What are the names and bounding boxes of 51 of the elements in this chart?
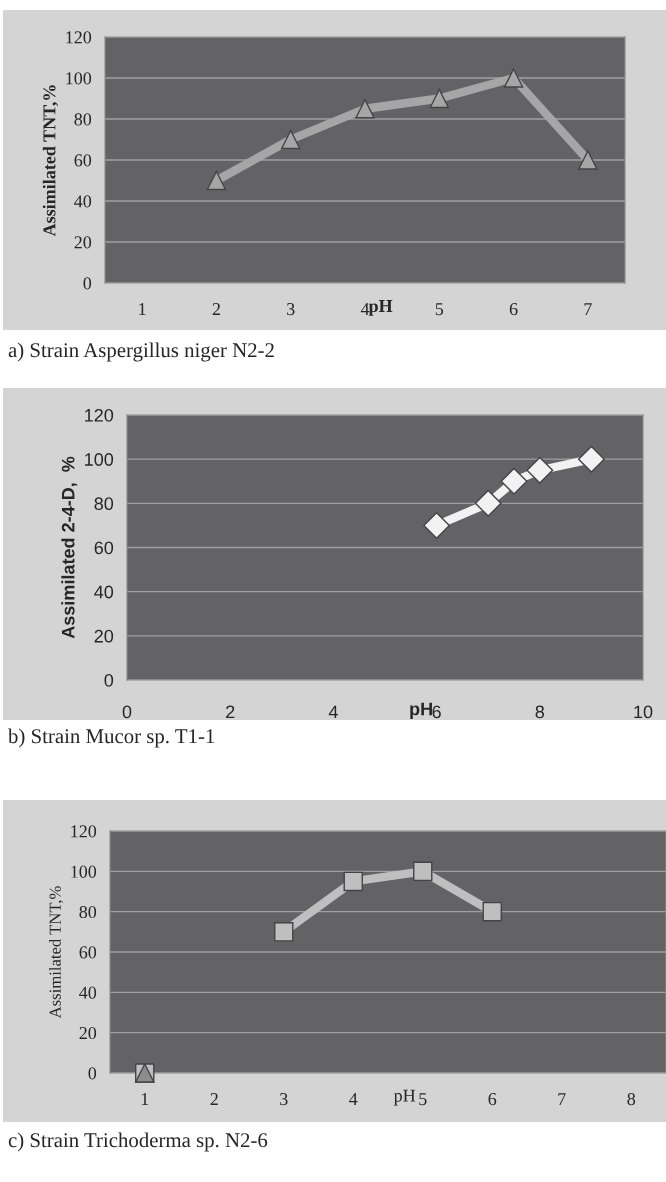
x-axis-title: pH: [410, 702, 432, 719]
x-tick-label: 2: [212, 303, 220, 315]
y-tick-label: 0: [104, 673, 114, 687]
text: b) Strain Mucor sp. T1-1: [8, 728, 215, 748]
x-tick-label: 6: [432, 705, 441, 719]
y-tick-label: 100: [85, 453, 114, 466]
text: a) Strain Aspergillus niger N2-2: [8, 342, 274, 362]
y-tick-label: 60: [94, 541, 114, 555]
y-tick-label: 40: [74, 195, 92, 208]
y-tick-label: 120: [66, 31, 92, 44]
y-tick-label: 120: [71, 825, 97, 838]
y-tick-label: 60: [79, 946, 97, 959]
x-tick-label: 5: [419, 1093, 427, 1106]
y-axis-title: Assimilated 2-4-D, %: [61, 456, 78, 639]
y-axis-title: Assimilated TNT,%: [49, 886, 64, 1019]
y-tick-label: 100: [71, 865, 97, 878]
y-tick-label: 40: [94, 585, 114, 599]
x-tick-label: 1: [139, 303, 146, 315]
y-tick-label: 0: [83, 277, 92, 290]
x-tick-label: 1: [141, 1093, 149, 1105]
y-tick-label: 80: [94, 497, 114, 511]
x-tick-label: 8: [535, 705, 545, 719]
x-axis-title: pH: [368, 300, 393, 316]
x-tick-label: 3: [280, 1093, 288, 1106]
x-tick-label: 4: [328, 705, 338, 719]
y-axis-title: Assimilated TNT,%: [42, 85, 59, 237]
y-tick-label: 60: [74, 154, 92, 167]
x-tick-label: 4: [349, 1093, 358, 1105]
x-tick-label: 6: [509, 303, 518, 316]
y-tick-label: 80: [79, 905, 97, 919]
x-tick-label: 2: [210, 1093, 218, 1105]
y-tick-label: 100: [66, 72, 92, 85]
x-tick-label: 3: [287, 303, 295, 316]
y-tick-label: 0: [88, 1067, 97, 1080]
x-tick-label: 7: [558, 1093, 566, 1105]
y-tick-label: 20: [94, 629, 114, 643]
x-axis-title: pH: [393, 1089, 416, 1106]
x-tick-label: 2: [226, 705, 235, 719]
y-tick-label: 20: [74, 236, 92, 249]
x-tick-label: 5: [435, 303, 444, 316]
y-tick-label: 20: [79, 1026, 97, 1040]
text: c) Strain Trichoderma sp. N2-6: [8, 1132, 268, 1152]
x-tick-label: 6: [488, 1093, 497, 1106]
y-tick-label: 40: [79, 986, 97, 999]
x-tick-label: 0: [122, 705, 132, 719]
y-tick-label: 120: [85, 408, 114, 422]
x-tick-label: 10: [634, 705, 653, 719]
x-tick-label: 7: [584, 303, 592, 315]
x-tick-label: 8: [627, 1092, 636, 1106]
y-tick-label: 80: [74, 113, 92, 126]
x-tick-label: 4: [360, 303, 370, 315]
